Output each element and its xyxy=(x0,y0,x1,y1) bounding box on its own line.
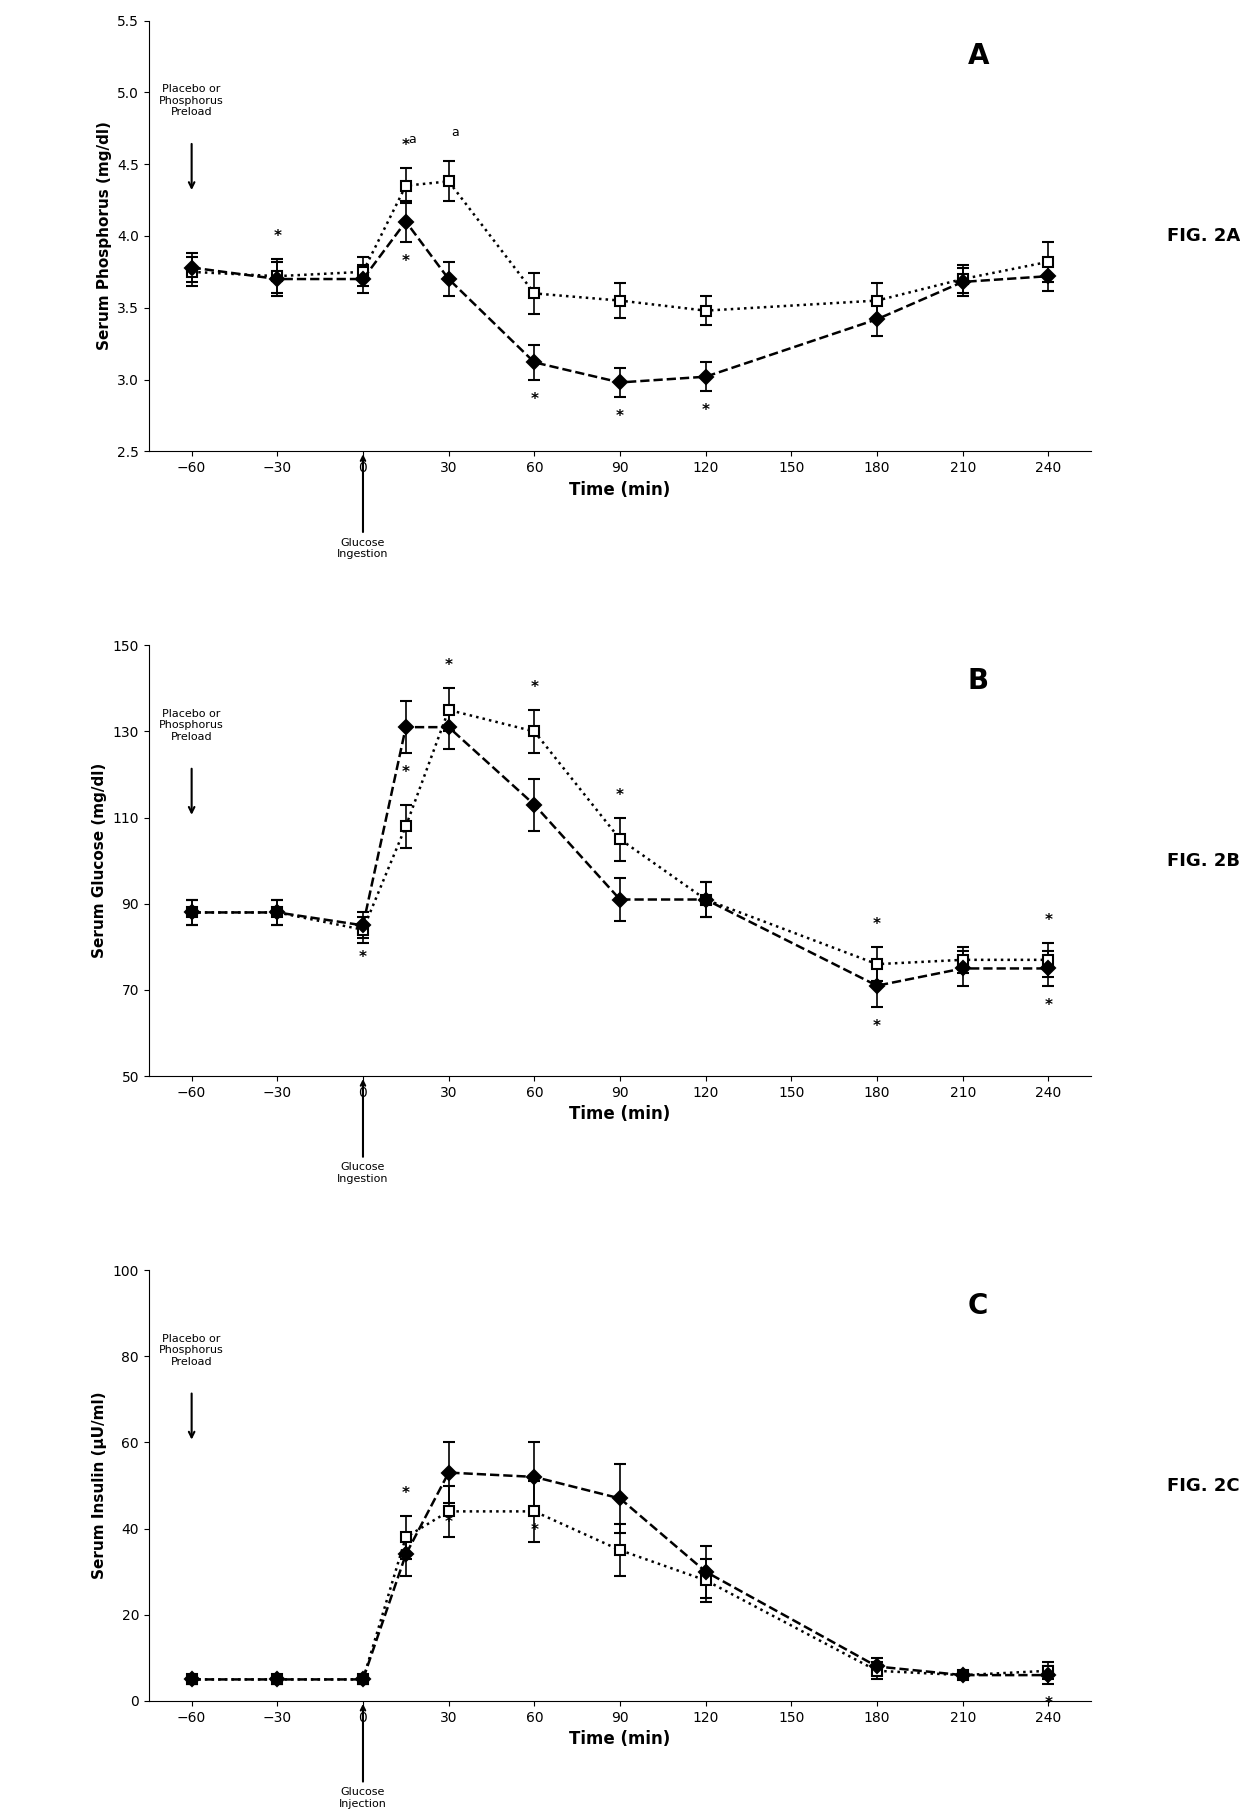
Text: *: * xyxy=(402,138,409,153)
Text: *: * xyxy=(445,659,453,673)
X-axis label: Time (min): Time (min) xyxy=(569,1105,671,1123)
Text: *: * xyxy=(616,788,624,803)
Y-axis label: Serum Phosphorus (mg/dl): Serum Phosphorus (mg/dl) xyxy=(97,122,112,351)
Text: *: * xyxy=(873,917,880,932)
Text: *: * xyxy=(1044,997,1053,1012)
Y-axis label: Serum Insulin (μU/ml): Serum Insulin (μU/ml) xyxy=(92,1392,107,1580)
Text: *: * xyxy=(616,1545,624,1560)
Text: a: a xyxy=(409,133,417,146)
Text: *: * xyxy=(445,1514,453,1531)
Text: *: * xyxy=(360,950,367,965)
Text: *: * xyxy=(273,229,281,244)
Text: *: * xyxy=(1044,1696,1053,1711)
Text: a: a xyxy=(451,126,459,138)
X-axis label: Time (min): Time (min) xyxy=(569,1731,671,1749)
Text: Placebo or
Phosphorus
Preload: Placebo or Phosphorus Preload xyxy=(159,708,224,743)
Text: C: C xyxy=(968,1292,988,1320)
Text: Glucose
Ingestion: Glucose Ingestion xyxy=(337,1081,388,1185)
Text: B: B xyxy=(967,666,988,695)
Text: *: * xyxy=(531,391,538,406)
Text: *: * xyxy=(402,764,409,781)
Text: *: * xyxy=(402,1485,409,1502)
Text: *: * xyxy=(873,1019,880,1034)
Text: Glucose
Ingestion: Glucose Ingestion xyxy=(337,457,388,559)
Text: *: * xyxy=(616,410,624,424)
X-axis label: Time (min): Time (min) xyxy=(569,480,671,499)
Y-axis label: Serum Glucose (mg/dl): Serum Glucose (mg/dl) xyxy=(92,763,107,959)
Text: FIG. 2A: FIG. 2A xyxy=(1167,228,1240,246)
Text: A: A xyxy=(967,42,988,69)
Text: FIG. 2C: FIG. 2C xyxy=(1167,1476,1239,1494)
Text: *: * xyxy=(616,1494,624,1509)
Text: Placebo or
Phosphorus
Preload: Placebo or Phosphorus Preload xyxy=(159,84,224,116)
Text: *: * xyxy=(1044,912,1053,928)
Text: Glucose
Injection: Glucose Injection xyxy=(339,1705,387,1809)
Text: FIG. 2B: FIG. 2B xyxy=(1167,852,1240,870)
Text: *: * xyxy=(402,253,409,269)
Text: Placebo or
Phosphorus
Preload: Placebo or Phosphorus Preload xyxy=(159,1334,224,1367)
Text: *: * xyxy=(702,402,709,419)
Text: *: * xyxy=(531,681,538,695)
Text: *: * xyxy=(531,1523,538,1538)
